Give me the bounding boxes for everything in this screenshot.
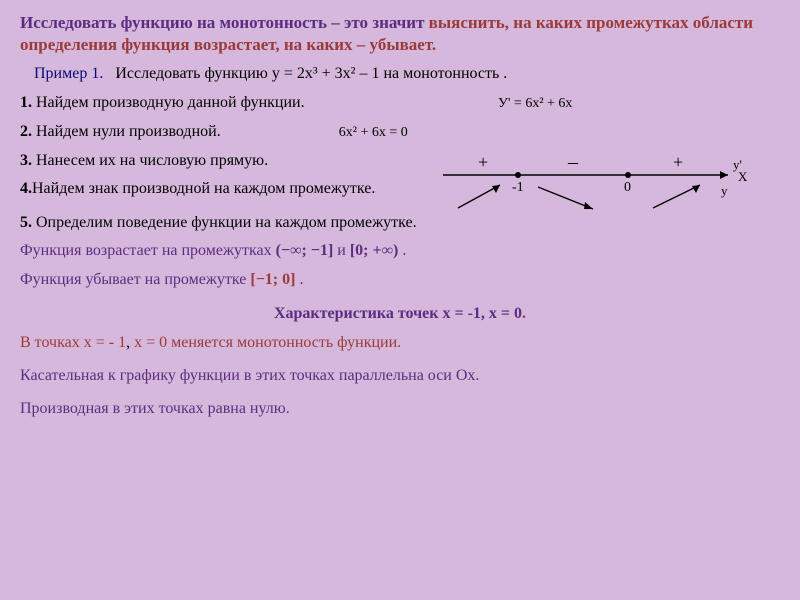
step3-num: 3. bbox=[20, 152, 32, 169]
step2-row: 2. Найдем нули производной. 6х² + 6х = 0 bbox=[20, 122, 780, 143]
title-part1: Исследовать функцию на монотонность – эт… bbox=[20, 13, 429, 32]
char-title-pre: Характеристика точек bbox=[274, 305, 442, 322]
dec-dot: . bbox=[295, 271, 303, 288]
char-title-x1: х = -1 bbox=[442, 305, 480, 322]
char-line2: Касательная к графику функции в этих точ… bbox=[20, 366, 780, 387]
sign-plus-1: + bbox=[478, 153, 488, 172]
step1-num: 1. bbox=[20, 94, 32, 111]
main-title: Исследовать функцию на монотонность – эт… bbox=[20, 12, 780, 56]
point-neg1: -1 bbox=[512, 180, 524, 195]
step1-text: Найдем производную данной функции. bbox=[32, 94, 305, 111]
numberline-svg: + – + у' Х -1 0 у bbox=[438, 153, 758, 215]
step5-num: 5. bbox=[20, 214, 32, 231]
step3-text: Нанесем их на числовую прямую. bbox=[32, 152, 268, 169]
title-dot: . bbox=[432, 35, 436, 54]
step5-text: Определим поведение функции на каждом пр… bbox=[32, 214, 417, 231]
char-title-comma: , bbox=[481, 305, 489, 322]
step2-text: Найдем нули производной. bbox=[32, 123, 221, 140]
inc-pre: Функция возрастает на промежутках bbox=[20, 242, 276, 259]
example-label: Пример 1. bbox=[34, 65, 103, 82]
increase-conclusion: Функция возрастает на промежутках (−∞; −… bbox=[20, 241, 780, 262]
inc-and: и bbox=[333, 242, 350, 259]
sign-minus: – bbox=[567, 153, 579, 173]
char-title-x2: х = 0 bbox=[489, 305, 522, 322]
char-l1-x2: х = 0 bbox=[134, 334, 167, 351]
y-label: у bbox=[721, 183, 728, 198]
char-l1-x1: х = - 1 bbox=[84, 334, 126, 351]
char-title-dot: . bbox=[522, 305, 526, 322]
inc-int2: [0; +∞) bbox=[350, 242, 399, 259]
char-line3: Производная в этих точках равна нулю. bbox=[20, 399, 780, 420]
char-l1-pre: В точках bbox=[20, 334, 84, 351]
characteristics-title: Характеристика точек х = -1, х = 0. bbox=[20, 305, 780, 323]
step5-line: 5. Определим поведение функции на каждом… bbox=[20, 213, 780, 234]
example-text: Исследовать функцию у = 2х³ + 3х² – 1 на… bbox=[115, 65, 507, 82]
decrease-conclusion: Функция убывает на промежутке [−1; 0] . bbox=[20, 270, 780, 291]
step4-num: 4. bbox=[20, 180, 32, 197]
char-l1-mid: , bbox=[126, 334, 134, 351]
x-axis-label: Х bbox=[738, 169, 748, 184]
dec-pre: Функция убывает на промежутке bbox=[20, 271, 250, 288]
sign-plus-2: + bbox=[673, 153, 683, 172]
step4-text: Найдем знак производной на каждом промеж… bbox=[32, 179, 408, 200]
inc-int1: (−∞; −1] bbox=[276, 242, 334, 259]
point-0: 0 bbox=[624, 180, 631, 195]
step1-row: 1. Найдем производную данной функции. У'… bbox=[20, 93, 780, 114]
step2-num: 2. bbox=[20, 123, 32, 140]
number-line-diagram: + – + у' Х -1 0 у bbox=[438, 153, 780, 213]
step1-derivative: У' = 6х² + 6х bbox=[498, 96, 572, 111]
dec-int: [−1; 0] bbox=[250, 271, 295, 288]
example-line: Пример 1. Исследовать функцию у = 2х³ + … bbox=[34, 64, 780, 85]
step3-4-row: 3. Нанесем их на числовую прямую. 4. Най… bbox=[20, 151, 780, 213]
step2-equation: 6х² + 6х = 0 bbox=[339, 125, 408, 140]
char-l1-post: меняется монотонность функции. bbox=[167, 334, 401, 351]
inc-dot: . bbox=[398, 242, 406, 259]
char-line1: В точках х = - 1, х = 0 меняется монотон… bbox=[20, 333, 780, 354]
